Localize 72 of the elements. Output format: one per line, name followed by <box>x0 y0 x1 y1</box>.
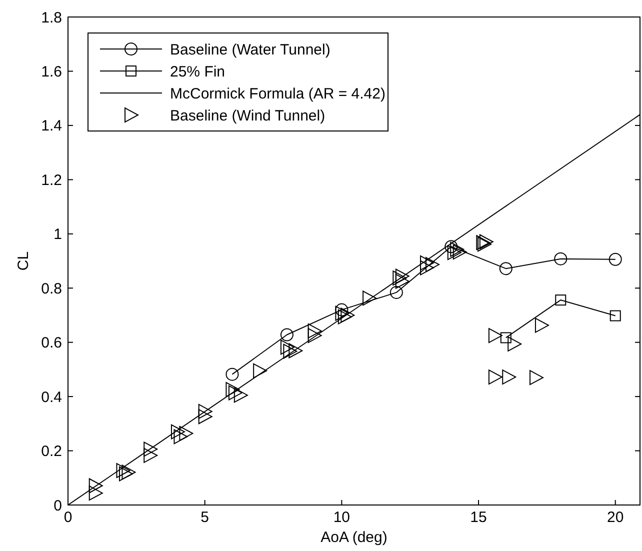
point <box>395 268 410 284</box>
point <box>426 257 440 272</box>
point <box>555 294 566 306</box>
point <box>479 234 494 250</box>
y-tick-label: 0 <box>54 497 62 514</box>
point <box>395 274 410 289</box>
point <box>88 486 103 501</box>
point <box>530 370 544 386</box>
point <box>116 463 130 478</box>
point <box>280 340 294 355</box>
point <box>288 343 303 358</box>
point <box>420 255 434 270</box>
legend-label: Baseline (Wind Tunnel) <box>170 107 326 124</box>
y-axis-title: CL <box>15 251 32 271</box>
point <box>392 270 407 286</box>
point <box>420 260 434 276</box>
y-tick-label: 0.4 <box>41 388 62 406</box>
y-tick-label: 1 <box>54 226 62 244</box>
point <box>198 409 212 424</box>
point <box>226 368 239 381</box>
point <box>226 382 240 398</box>
point <box>340 308 355 323</box>
point <box>144 442 158 457</box>
y-tick-label: 0.6 <box>41 334 62 352</box>
point <box>280 328 294 342</box>
point <box>335 306 350 321</box>
point <box>174 429 188 444</box>
point <box>170 424 185 440</box>
point <box>452 244 467 260</box>
y-tick-label: 1.2 <box>41 172 62 189</box>
point <box>444 240 458 254</box>
point <box>283 344 298 359</box>
point <box>534 318 549 333</box>
point <box>508 336 522 352</box>
y-tick-label: 1.8 <box>41 9 62 26</box>
point <box>338 309 352 324</box>
legend-label: Baseline (Water Tunnel) <box>170 41 330 58</box>
point <box>488 328 502 344</box>
x-tick-label: 5 <box>200 509 210 526</box>
x-tick-label: 15 <box>470 509 487 526</box>
point <box>499 262 512 276</box>
point <box>253 363 268 378</box>
legend-label: McCormick Formula (AR = 4.42) <box>170 85 386 102</box>
point <box>308 328 322 344</box>
point <box>610 310 621 322</box>
x-tick-label: 10 <box>333 509 350 526</box>
point <box>308 323 322 338</box>
point <box>144 448 158 463</box>
y-tick-label: 0.2 <box>41 443 62 460</box>
point <box>198 404 212 419</box>
point <box>447 245 462 260</box>
x-axis-title: AoA (deg) <box>320 529 388 546</box>
point <box>118 466 133 482</box>
point <box>554 252 568 266</box>
point <box>228 385 242 400</box>
point <box>488 370 502 385</box>
point <box>390 286 403 299</box>
point <box>88 478 103 494</box>
point <box>179 426 194 441</box>
point <box>502 370 516 385</box>
point <box>122 464 136 480</box>
y-tick-label: 0.8 <box>41 280 62 298</box>
point <box>500 332 512 344</box>
legend-label: 25% Fin <box>170 63 226 80</box>
point <box>335 303 348 316</box>
y-tick-label: 1.6 <box>41 63 62 80</box>
x-tick-label: 20 <box>607 509 624 526</box>
point <box>234 388 248 403</box>
point <box>450 242 464 257</box>
point <box>608 252 622 266</box>
point <box>362 290 377 306</box>
y-tick-label: 1.4 <box>41 118 62 135</box>
